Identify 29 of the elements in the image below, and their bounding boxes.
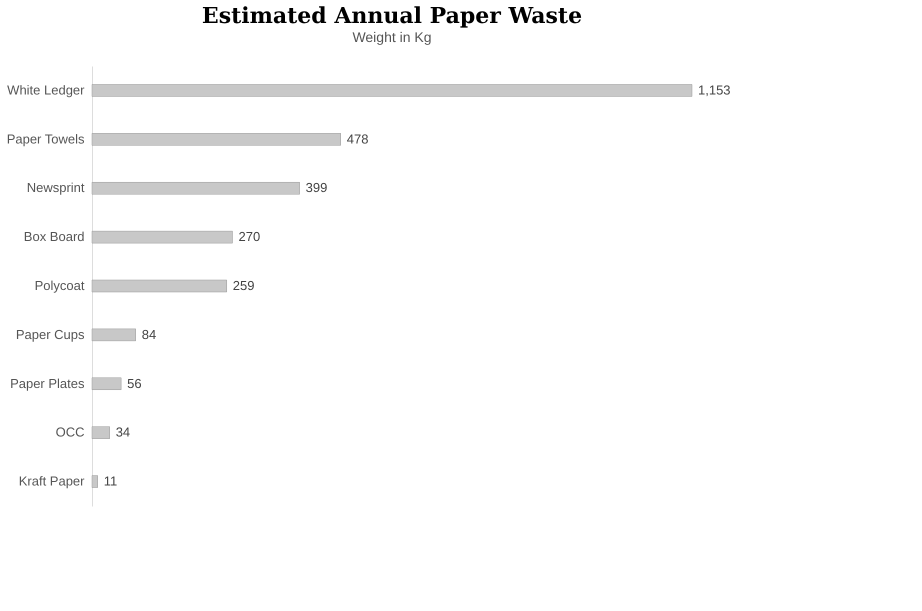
y-tick-label: White Ledger [7,82,86,98]
data-label: 56 [127,376,142,391]
bar [92,182,300,194]
data-label: 478 [346,131,368,146]
bar [92,230,233,244]
y-tick-label: Paper Plates [10,376,85,391]
bar [92,475,98,488]
y-tick-label: Kraft Paper [18,474,86,489]
bar [92,84,692,97]
y-tick-label: Box Board [24,229,84,244]
y-tick-label: Newsprint [26,180,85,196]
bar [92,378,122,390]
y-tick-label: Paper Towels [6,131,85,146]
chart-title: Estimated Annual Paper Waste [202,3,582,29]
bar [92,133,341,146]
y-tick-label: Polycoat [34,278,85,293]
y-tick-label: OCC [56,424,84,440]
bar [92,280,228,292]
bar [92,426,110,439]
data-label: 1,153 [698,82,731,98]
bar [92,328,136,342]
data-label: 270 [238,229,260,244]
chart-subtitle: Weight in Kg [352,29,432,45]
data-label: 399 [306,180,328,196]
y-tick-label: Paper Cups [16,326,85,342]
data-label: 34 [116,424,130,440]
data-label: 11 [104,474,118,489]
data-label: 259 [232,278,254,293]
data-label: 84 [142,326,156,342]
